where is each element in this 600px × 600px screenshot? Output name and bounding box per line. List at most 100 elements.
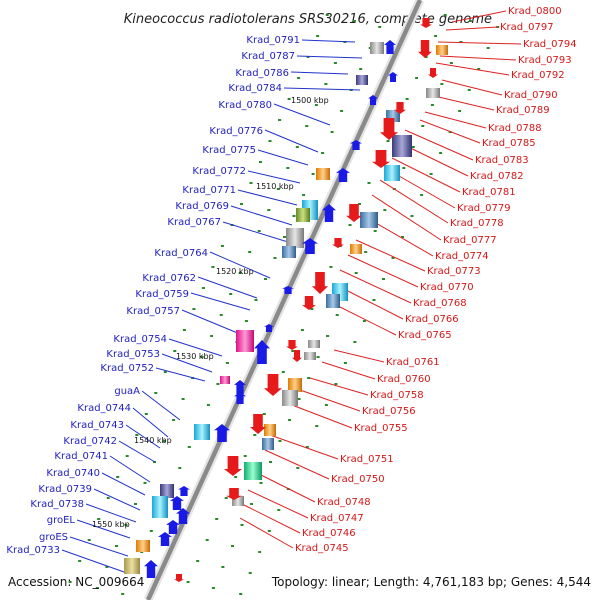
gene-label[interactable]: Krad_0794 [523,39,577,50]
gene-label[interactable]: Krad_0739 [38,484,92,495]
gene-label[interactable]: Krad_0793 [518,55,572,66]
gene-label[interactable]: Krad_0756 [362,406,416,417]
gene-label[interactable]: Krad_0768 [413,298,467,309]
tick-dot [405,98,409,100]
gene-label[interactable]: Krad_0775 [202,145,256,156]
tick-dot [135,434,139,436]
tick-dot [278,119,282,121]
gene-label[interactable]: Krad_0758 [370,390,424,401]
tick-dot [231,545,234,547]
gene-label[interactable]: Krad_0767 [167,217,221,228]
gene-label[interactable]: Krad_0746 [302,528,356,539]
gene-label[interactable]: Krad_0761 [386,357,440,368]
gene-label[interactable]: Krad_0755 [354,423,408,434]
tick-dot [354,272,358,274]
tick-dot [386,140,390,142]
gene-label[interactable]: Krad_0752 [100,363,154,374]
gene-label[interactable]: Krad_0773 [427,266,481,277]
tick-dot [291,350,295,352]
gene-label[interactable]: Krad_0733 [6,545,60,556]
gene-label[interactable]: Krad_0792 [511,70,565,81]
tick-dot [250,503,253,505]
leader-line [141,390,181,421]
gene-label[interactable]: Krad_0780 [218,100,272,111]
gene-label[interactable]: Krad_0762 [142,273,196,284]
gene-label[interactable]: Krad_0750 [331,474,385,485]
gene-label[interactable]: Krad_0786 [235,68,289,79]
gene-label[interactable]: Krad_0772 [192,166,246,177]
tick-dot [305,125,309,127]
tick-dot [305,446,309,448]
leader-line [283,87,361,91]
gene-label[interactable]: Krad_0744 [77,403,131,414]
tick-dot [224,497,228,499]
gene-label[interactable]: Krad_0738 [30,499,84,510]
leader-line [435,62,510,76]
gene-label[interactable]: Krad_0787 [241,51,295,62]
gene-label[interactable]: Krad_0751 [340,454,394,465]
gene-label[interactable]: Krad_0770 [420,282,474,293]
leader-line [109,455,151,483]
gene-label[interactable]: Krad_0759 [135,289,189,300]
tick-dot [239,593,243,595]
feature-box [426,88,440,98]
gene-label[interactable]: Krad_0742 [63,436,117,447]
tick-dot [240,203,243,205]
gene-label[interactable]: Krad_0783 [475,155,529,166]
gene-label[interactable]: Krad_0776 [209,126,263,137]
tick-dot [310,308,314,310]
tick-dot [173,350,177,352]
gene-label[interactable]: Krad_0766 [405,314,459,325]
gene-label[interactable]: Krad_0769 [175,201,229,212]
tick-dot [329,266,333,268]
gene-label[interactable]: Krad_0771 [182,185,236,196]
tick-dot [297,77,301,79]
gene-label[interactable]: Krad_0760 [377,374,431,385]
gene-label[interactable]: Krad_0747 [310,513,364,524]
gene-label[interactable]: Krad_0785 [482,138,536,149]
label-leader-lines [61,10,522,573]
gene-label[interactable]: groES [39,532,68,543]
gene-label[interactable]: Krad_0784 [228,83,282,94]
gene-label[interactable]: Krad_0790 [504,90,558,101]
tick-dot [415,77,419,79]
feature-box [232,496,244,506]
gene-label[interactable]: Krad_0800 [508,6,562,17]
gene-label[interactable]: Krad_0757 [126,306,180,317]
gene-label[interactable]: Krad_0791 [246,35,300,46]
gene-label[interactable]: Krad_0779 [457,203,511,214]
tick-dot [276,188,280,190]
tick-dot [440,83,444,85]
tick-dot [105,566,109,568]
leader-line [437,41,522,45]
feature-box [360,212,378,228]
gene-label[interactable]: Krad_0764 [154,248,208,259]
tick-dot [234,476,238,478]
gene-label[interactable]: Krad_0753 [106,349,160,360]
gene-label[interactable]: Krad_0777 [443,235,497,246]
tick-dot [278,440,282,442]
gene-label[interactable]: Krad_0741 [54,451,108,462]
gene-label[interactable]: groEL [47,515,76,526]
gene-label[interactable]: Krad_0740 [46,468,100,479]
gene-label[interactable]: Krad_0765 [398,330,452,341]
gene-label[interactable]: Krad_0754 [113,334,167,345]
gene-label[interactable]: Krad_0797 [500,22,554,33]
gene-label[interactable]: guaA [114,386,140,397]
tick-dot [238,272,242,274]
gene-arrow [226,488,242,500]
gene-label[interactable]: Krad_0743 [70,420,124,431]
gene-label[interactable]: Krad_0781 [462,187,516,198]
leader-line [441,79,503,96]
gene-label[interactable]: Krad_0789 [496,105,550,116]
gene-label[interactable]: Krad_0745 [295,543,349,554]
gene-label[interactable]: Krad_0778 [450,218,504,229]
tick-dot [201,287,205,289]
gene-label[interactable]: Krad_0774 [435,251,489,262]
gene-label[interactable]: Krad_0788 [488,123,542,134]
feature-box [350,244,362,254]
gene-arrow [292,350,302,362]
gene-label[interactable]: Krad_0748 [317,497,371,508]
gene-label[interactable]: Krad_0782 [470,171,524,182]
